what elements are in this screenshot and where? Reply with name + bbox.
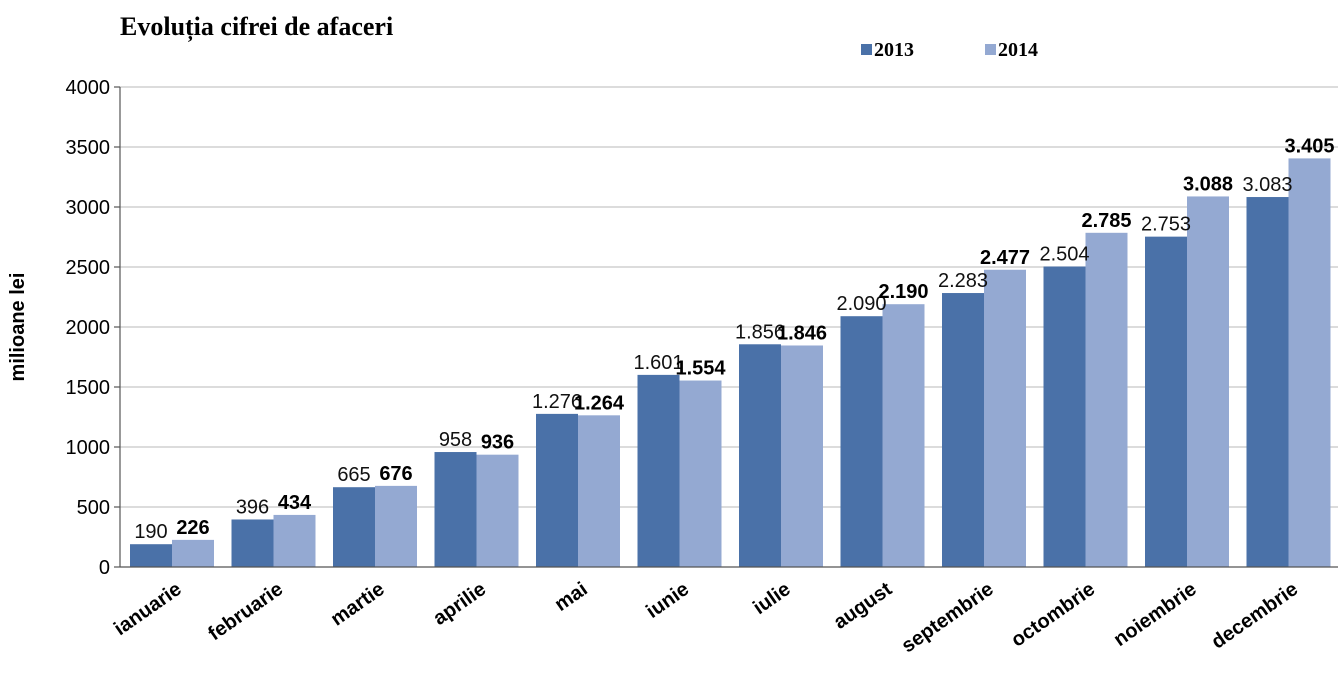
y-tick-label: 4000: [66, 77, 111, 99]
data-label-2014: 2.785: [1081, 210, 1131, 232]
data-label-2013: 2.283: [938, 270, 988, 292]
bar-2014-noiembrie: [1187, 196, 1229, 567]
bar-2013-octombrie: [1043, 266, 1086, 567]
bar-2013-septembrie: [942, 293, 984, 567]
bar-2014-februarie: [273, 514, 316, 567]
data-label-2014: 3.405: [1284, 135, 1334, 157]
bar-2014-septembrie: [984, 269, 1026, 567]
y-axis-label: milioane lei: [7, 273, 29, 382]
data-label-2013: 3.083: [1242, 174, 1292, 196]
x-tick-label: septembrie: [898, 578, 998, 657]
y-tick-label: 1000: [66, 437, 111, 459]
bars: [130, 158, 1331, 568]
data-label-2013: 1.276: [532, 391, 582, 413]
gridlines: [120, 86, 1338, 508]
x-tick-label: februarie: [204, 578, 287, 645]
x-tick-label: noiembrie: [1110, 578, 1201, 651]
x-tick-label: mai: [551, 578, 592, 616]
data-label-2014: 936: [481, 432, 514, 454]
data-label-2014: 226: [176, 517, 209, 539]
chart-title: Evoluția cifrei de afaceri: [120, 12, 394, 41]
x-tick-label: octombrie: [1007, 578, 1099, 651]
bar-2014-martie: [375, 485, 417, 567]
legend: 2013 2014: [861, 39, 1038, 61]
y-tick-label: 3500: [66, 137, 111, 159]
legend-swatch: [861, 44, 872, 55]
x-tick-label: ianuarie: [110, 578, 185, 640]
x-tick-label: decembrie: [1208, 578, 1303, 653]
data-label-2014: 676: [379, 463, 412, 485]
data-label-2013: 2.090: [836, 293, 886, 315]
x-axis-ticks: ianuarie februarie martie aprilie mai iunie iu…: [110, 578, 1302, 657]
bar-2014-octombrie: [1085, 232, 1128, 568]
y-tick-label: 0: [99, 557, 110, 579]
x-tick-label: iulie: [749, 578, 794, 619]
y-tick-label: 500: [77, 497, 110, 519]
data-label-2013: 396: [236, 496, 269, 518]
legend-label: 2014: [998, 39, 1038, 61]
bar-2014-august: [882, 304, 925, 567]
x-tick-label: aprilie: [429, 578, 490, 630]
bar-2013-decembrie: [1246, 197, 1289, 568]
bar-2013-mai: [536, 413, 578, 567]
data-label-2013: 2.504: [1039, 244, 1089, 266]
bar-2014-ianuarie: [172, 539, 214, 567]
y-tick-label: 2500: [66, 257, 111, 279]
data-label-2014: 434: [278, 492, 312, 514]
axes: [119, 87, 1338, 568]
data-label-2014: 1.554: [675, 358, 726, 380]
bar-2013-martie: [333, 487, 375, 567]
bar-2013-august: [840, 316, 883, 567]
data-label-2013: 665: [337, 464, 370, 486]
data-label-2013: 1.856: [735, 321, 785, 343]
bar-2014-decembrie: [1288, 158, 1331, 567]
data-label-2013: 2.753: [1141, 214, 1191, 236]
bar-2013-ianuarie: [130, 544, 172, 567]
data-label-2014: 2.190: [878, 281, 928, 303]
y-tick-label: 1500: [66, 377, 111, 399]
bar-2014-aprilie: [476, 454, 519, 567]
y-axis-ticks: 0 500 1000 1500 2000 2500 3000 3500 4000: [66, 77, 120, 579]
bar-2013-iulie: [739, 344, 781, 567]
legend-label: 2013: [874, 39, 914, 61]
bar-2013-februarie: [231, 519, 274, 567]
bar-2013-iunie: [637, 374, 680, 567]
bar-2014-mai: [578, 415, 620, 567]
x-tick-label: iunie: [642, 578, 693, 623]
bar-2013-aprilie: [434, 452, 477, 567]
data-label-2014: 3.088: [1183, 173, 1233, 195]
data-label-2013: 190: [134, 521, 167, 543]
x-tick-label: martie: [327, 578, 389, 630]
data-label-2013: 958: [439, 429, 472, 451]
bar-2014-iunie: [679, 380, 722, 567]
x-tick-label: august: [830, 578, 897, 634]
legend-swatch: [985, 44, 996, 55]
y-tick-label: 3000: [66, 197, 111, 219]
data-label-2014: 1.846: [777, 322, 827, 344]
data-label-2014: 1.264: [574, 392, 625, 414]
y-tick-label: 2000: [66, 317, 111, 339]
data-label-2013: 1.601: [633, 352, 683, 374]
data-label-2014: 2.477: [980, 247, 1030, 269]
bar-2013-noiembrie: [1145, 236, 1187, 567]
bar-2014-iulie: [781, 345, 823, 567]
